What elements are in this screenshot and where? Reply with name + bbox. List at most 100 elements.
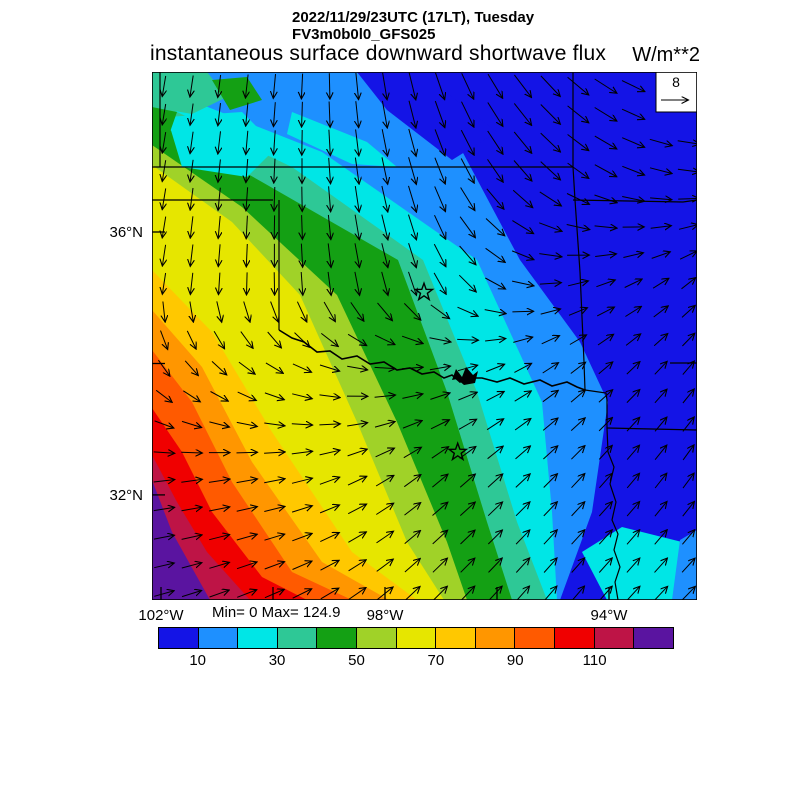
plot-title: instantaneous surface downward shortwave…: [150, 42, 607, 65]
wind-arrow: [432, 503, 448, 516]
wind-arrow: [320, 561, 339, 571]
wind-arrow: [487, 447, 503, 460]
wind-arrow: [236, 479, 257, 483]
wind-arrow: [154, 591, 173, 597]
wind-arrow: [435, 72, 445, 99]
se-corner-lightblue: [672, 530, 697, 600]
wind-arrow: [488, 587, 502, 602]
wind-arrow: [155, 389, 172, 402]
wind-arrow: [571, 502, 585, 517]
colorbar-segment: [475, 628, 516, 648]
wind-arrow: [329, 157, 331, 183]
wind-arrow: [236, 562, 257, 570]
wind-arrow: [626, 418, 639, 432]
wind-arrow: [408, 185, 417, 212]
wind-arrow: [598, 418, 612, 432]
colorbar-segment: [357, 628, 397, 648]
wind-arrow: [301, 73, 302, 99]
wind-arrow: [681, 306, 695, 318]
wind-arrow: [594, 78, 617, 93]
wind-arrow: [404, 531, 420, 544]
wind-arrow: [153, 535, 174, 539]
wind-arrow: [292, 589, 312, 599]
border-ar-la: [606, 427, 698, 431]
wind-arrow: [543, 530, 557, 545]
wind-arrow: [654, 446, 666, 461]
wind-arrow: [381, 100, 387, 128]
wind-arrow: [459, 216, 475, 238]
wind-arrow: [355, 186, 359, 211]
wind-arrow: [429, 366, 450, 370]
north-strip-darkblue: [357, 72, 497, 160]
wind-arrow: [408, 214, 417, 240]
wind-arrow: [457, 306, 478, 316]
wind-arrow: [485, 247, 505, 262]
wind-arrow: [459, 474, 475, 488]
colorbar-tick-label: 110: [582, 652, 607, 669]
wind-arrow: [432, 475, 447, 488]
wind-arrow: [539, 254, 561, 257]
wind-arrow: [160, 330, 168, 349]
wind-arrow: [566, 193, 589, 205]
wind-arrow: [320, 533, 339, 543]
wind-arrow: [622, 137, 644, 147]
wind-vector-field: [153, 72, 697, 602]
wind-arrow: [566, 224, 590, 230]
wind-arrow: [567, 76, 589, 94]
wind-arrow: [157, 359, 169, 376]
wind-arrow: [682, 474, 694, 489]
wind-arrow: [598, 362, 613, 375]
wind-arrow: [513, 103, 531, 125]
wind-arrow: [355, 214, 359, 240]
wind-arrow: [513, 131, 531, 153]
wind-arrow: [408, 157, 417, 184]
wind-arrow: [654, 502, 667, 517]
axis-ticks: [152, 231, 610, 600]
wind-arrow: [570, 418, 585, 431]
wind-arrow: [291, 506, 312, 513]
wind-arrow: [461, 101, 474, 127]
colorbar-segment: [555, 628, 595, 648]
wind-arrow: [408, 72, 416, 100]
wind-arrow: [682, 445, 694, 461]
wind-arrow: [488, 558, 502, 573]
colorbar-segment: [515, 628, 556, 648]
wind-arrow: [246, 102, 248, 126]
wind-arrow: [677, 169, 697, 172]
wind-arrow: [460, 129, 474, 155]
wind-arrow: [190, 131, 193, 153]
wind-arrow: [567, 105, 589, 123]
wind-arrow: [355, 271, 360, 295]
wind-arrow: [218, 131, 221, 153]
wind-arrow: [597, 335, 613, 346]
wind-arrow: [247, 272, 248, 294]
wind-arrow: [374, 334, 394, 344]
wind-arrow: [677, 141, 697, 144]
wind-arrow: [681, 587, 695, 601]
wind-arrow: [218, 215, 220, 238]
wind-arrow: [219, 272, 220, 295]
wind-arrow: [514, 364, 531, 373]
wind-arrow: [542, 391, 558, 403]
wind-arrow: [434, 214, 446, 239]
wind-arrow: [626, 474, 639, 489]
wind-arrow: [515, 530, 529, 545]
wind-arrow: [650, 226, 671, 229]
wind-arrow: [598, 558, 612, 573]
colorbar-tick-label: 90: [506, 652, 524, 669]
wind-arrow: [347, 477, 366, 486]
wind-arrow: [682, 530, 694, 545]
wind-arrow: [515, 446, 531, 460]
wind-arrow: [434, 186, 446, 211]
wind-arrow: [274, 186, 275, 211]
wind-arrow: [511, 250, 533, 260]
wind-arrow: [487, 130, 503, 154]
wind-arrow: [355, 243, 359, 267]
wind-arrow: [460, 559, 475, 573]
colorbar-segment: [396, 628, 437, 648]
wind-arrow: [183, 390, 200, 402]
wind-arrow: [540, 104, 560, 124]
wind-arrow: [539, 191, 561, 206]
colorbar-segment: [277, 628, 318, 648]
wind-arrow: [154, 563, 174, 568]
